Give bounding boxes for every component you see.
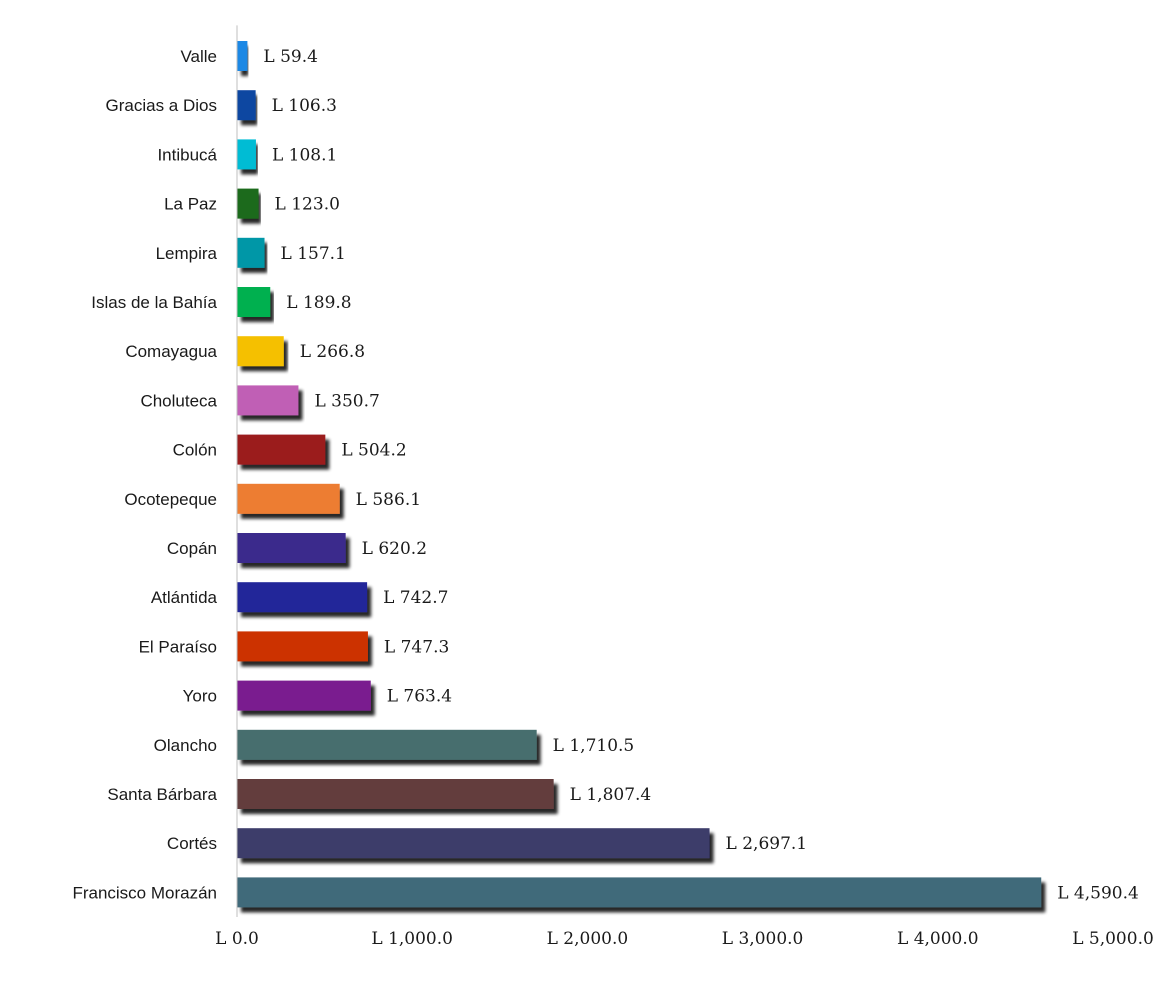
x-tick-label: L 4,000.0 <box>897 929 979 949</box>
category-label: Gracias a Dios <box>106 96 217 115</box>
bar-atlantida <box>237 582 368 613</box>
value-label: L 106.3 <box>272 96 337 116</box>
bar-colon <box>237 434 326 465</box>
value-label: L 2,697.1 <box>726 834 808 854</box>
category-labels: Valle Gracias a Dios Intibucá La Paz Lempira… <box>72 47 217 902</box>
category-label: Yoro <box>183 687 217 706</box>
value-label: L 763.4 <box>387 687 452 707</box>
x-tick-label: L 2,000.0 <box>547 929 629 949</box>
bar-comayagua <box>237 336 284 367</box>
bar-gracias-a-dios <box>237 90 256 121</box>
value-label: L 742.7 <box>383 588 448 608</box>
value-label: L 157.1 <box>281 244 346 264</box>
category-label: Santa Bárbara <box>107 785 217 804</box>
value-label: L 59.4 <box>263 47 318 67</box>
category-label: Olancho <box>154 736 217 755</box>
bar-santa-barbara <box>237 779 554 809</box>
bar-islas-de-la-bahia <box>237 287 271 317</box>
category-label: Colón <box>173 441 217 460</box>
value-label: L 1,710.5 <box>553 736 635 756</box>
bar-choluteca <box>237 385 299 416</box>
category-label: Atlántida <box>151 588 218 607</box>
bar-la-paz <box>237 188 259 219</box>
x-tick-label: L 5,000.0 <box>1072 929 1154 949</box>
category-label: Comayagua <box>125 342 217 361</box>
bar-el-paraiso <box>237 631 368 662</box>
bars-layer <box>237 41 1042 908</box>
bar-intibuca <box>237 139 256 170</box>
category-label: Cortés <box>167 834 217 853</box>
bar-francisco-morazan <box>237 877 1042 908</box>
bar-ocotepeque <box>237 483 340 514</box>
bar-lempira <box>237 237 265 268</box>
bar-olancho <box>237 729 537 760</box>
category-label: Lempira <box>156 244 218 263</box>
category-label: Islas de la Bahía <box>91 293 217 312</box>
value-label: L 189.8 <box>286 293 351 313</box>
value-label: L 108.1 <box>272 145 337 165</box>
bar-yoro <box>237 680 371 711</box>
category-label: El Paraíso <box>139 637 217 656</box>
bar-copan <box>237 533 346 563</box>
category-label: La Paz <box>164 195 217 214</box>
x-axis-ticks: L 0.0 L 1,000.0 L 2,000.0 L 3,000.0 L 4,000.… <box>215 929 1154 949</box>
category-label: Intibucá <box>157 145 217 164</box>
bar-valle <box>237 41 248 71</box>
value-label: L 123.0 <box>275 195 340 215</box>
value-label: L 504.2 <box>341 441 406 461</box>
value-label: L 350.7 <box>314 391 379 411</box>
value-label: L 747.3 <box>384 637 449 657</box>
value-label: L 4,590.4 <box>1057 883 1139 903</box>
value-label: L 586.1 <box>356 490 421 510</box>
category-label: Choluteca <box>140 391 217 410</box>
value-label: L 1,807.4 <box>570 785 652 805</box>
value-labels: L 59.4 L 106.3 L 108.1 L 123.0 L 157.1 L 189.… <box>263 47 1138 903</box>
bar-cortes <box>237 828 710 859</box>
value-label: L 266.8 <box>300 342 365 362</box>
x-tick-label: L 0.0 <box>215 929 259 949</box>
value-label: L 620.2 <box>362 539 427 559</box>
category-label: Ocotepeque <box>124 490 217 509</box>
category-label: Copán <box>167 539 217 558</box>
category-label: Valle <box>180 47 217 66</box>
x-tick-label: L 1,000.0 <box>371 929 453 949</box>
category-label: Francisco Morazán <box>72 883 217 902</box>
x-tick-label: L 3,000.0 <box>722 929 804 949</box>
